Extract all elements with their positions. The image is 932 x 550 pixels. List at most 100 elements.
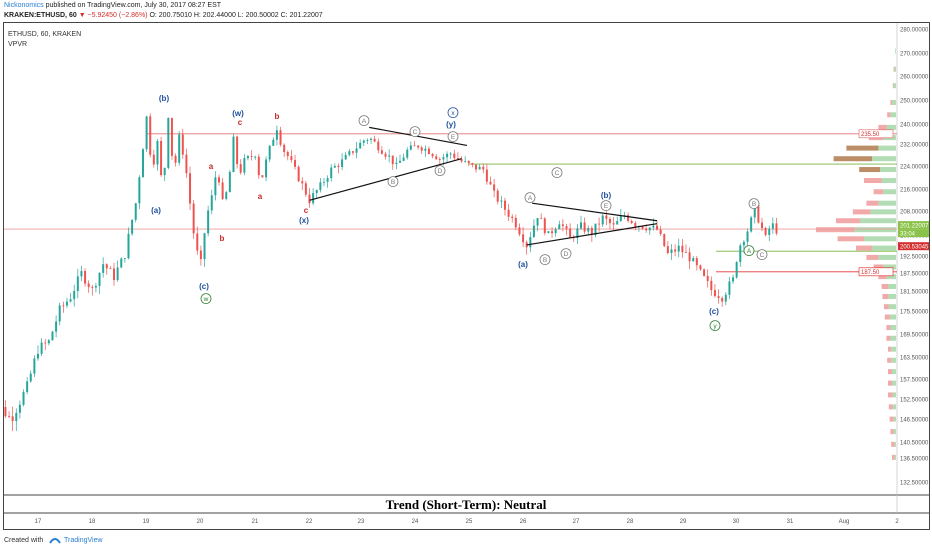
wave-label-circle — [409, 126, 421, 137]
candle-body — [446, 153, 449, 158]
candle-body — [62, 305, 65, 307]
pattern-trendline — [526, 223, 658, 246]
candle-body — [732, 277, 735, 282]
candle-body — [178, 134, 181, 163]
volume-profile-down-bar — [878, 124, 887, 130]
wave-label: (x) — [299, 216, 309, 225]
volume-profile-down-bar — [888, 380, 892, 386]
candle-body — [627, 215, 630, 221]
volume-profile-down-bar — [888, 392, 893, 398]
candle-body — [496, 190, 499, 202]
volume-profile-up-bar — [883, 264, 896, 270]
volume-profile-down-bar — [846, 145, 879, 151]
volume-profile-up-bar — [892, 404, 896, 410]
candle-body — [228, 172, 231, 193]
x-tick-label: 28 — [627, 519, 634, 525]
candle-body — [185, 154, 188, 174]
volume-profile-up-bar — [872, 156, 896, 162]
candle-body — [4, 407, 7, 417]
volume-profile-down-bar — [833, 156, 872, 162]
wave-label: A — [747, 248, 752, 255]
y-tick-label: 270.00000 — [900, 52, 929, 58]
candle-body — [435, 156, 438, 160]
candle-body — [181, 134, 184, 155]
chart-frame[interactable]: ETHUSD, 60, KRAKEN VPVR 280.00000 270.00000… — [3, 22, 930, 530]
volume-profile-down-bar — [892, 454, 895, 460]
candle-body — [65, 301, 68, 306]
candle-body — [69, 299, 72, 302]
author-link[interactable]: Nickonomics — [4, 2, 44, 9]
candle-body — [341, 159, 344, 168]
candle-body — [207, 210, 210, 234]
wave-label-circle — [447, 107, 459, 118]
candle-body — [482, 166, 485, 170]
volume-profile-down-bar — [892, 83, 894, 89]
candle-body — [225, 192, 228, 199]
volume-profile-down-bar — [887, 112, 891, 118]
candle-body — [648, 227, 651, 231]
wave-label-circle — [447, 131, 459, 142]
chart-canvas[interactable]: ETHUSD, 60, KRAKEN VPVR 280.00000 270.00000… — [4, 23, 929, 529]
y-tick-label: 250.00000 — [900, 99, 929, 105]
candle-body — [192, 203, 195, 234]
volume-profile-up-bar — [893, 416, 896, 422]
candle-body — [641, 226, 644, 229]
candle-body — [384, 153, 387, 157]
volume-profile-up-bar — [892, 369, 896, 375]
candle-body — [351, 151, 354, 153]
volume-profile-down-bar — [836, 218, 860, 224]
candle-body — [120, 258, 123, 268]
volume-profile-down-bar — [886, 335, 891, 341]
wave-label-circle — [600, 200, 612, 212]
candle-body — [145, 116, 148, 150]
volume-profile-down-bar — [864, 178, 882, 184]
candle-body — [464, 160, 467, 162]
volume-profile-down-bar — [881, 283, 888, 289]
wave-label: (a) — [151, 206, 161, 215]
candle-body — [326, 178, 329, 182]
candle-body — [518, 227, 521, 235]
candle-body — [322, 181, 325, 183]
candle-body — [724, 294, 727, 302]
wave-label: (c) — [709, 307, 719, 316]
candle-body — [138, 177, 141, 204]
candle-body — [706, 275, 709, 281]
x-tick-label: 31 — [787, 519, 794, 525]
volume-profile-up-bar — [891, 346, 896, 352]
publish-header: Nickonomics published on TradingView.com… — [0, 0, 932, 22]
x-tick-label: 25 — [466, 519, 473, 525]
wave-label: B — [543, 257, 547, 264]
wave-label: (y) — [446, 120, 456, 129]
candle-body — [402, 157, 405, 161]
x-tick-label: 19 — [143, 519, 150, 525]
volume-profile-down-bar — [878, 274, 887, 280]
volume-profile-up-bar — [888, 304, 896, 310]
candle-body — [127, 233, 130, 259]
candle-body — [561, 224, 564, 227]
candle-body — [8, 416, 11, 418]
candle-body — [529, 237, 532, 248]
wave-label: E — [451, 134, 456, 141]
y-tick-label: 140.50000 — [900, 441, 929, 447]
candle-body — [290, 156, 293, 161]
candle-body — [771, 223, 774, 229]
change-text: ▼ −5.92450 (−2.86%) — [78, 12, 148, 19]
candle-body — [232, 136, 235, 173]
volume-profile-up-bar — [894, 441, 896, 447]
published-text: published on TradingView.com, July 30, 2… — [45, 2, 222, 9]
candle-body — [587, 228, 590, 232]
candle-body — [619, 216, 622, 222]
volume-profile-down-bar — [888, 404, 893, 410]
candle-body — [645, 228, 648, 231]
volume-profile-up-bar — [892, 392, 896, 398]
candle-body — [51, 331, 54, 341]
volume-profile-down-bar — [837, 236, 864, 242]
candle-body — [409, 145, 412, 150]
tradingview-brand[interactable]: TradingView — [64, 537, 103, 544]
volume-profile-up-bar — [860, 218, 896, 224]
candle-body — [688, 252, 691, 262]
candle-body — [427, 148, 430, 155]
candle-body — [315, 190, 318, 194]
candle-body — [116, 267, 119, 281]
candle-body — [333, 165, 336, 168]
